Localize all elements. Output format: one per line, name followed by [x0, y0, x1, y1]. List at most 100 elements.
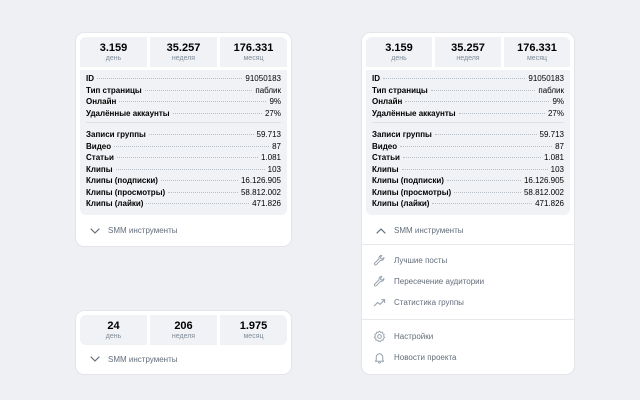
info-value: 58.812.002	[240, 187, 281, 197]
stat-label: месяц	[243, 332, 264, 340]
leader-dots	[400, 145, 553, 147]
stat-value: 1.975	[239, 319, 268, 332]
stat-month: 176.331 месяц	[504, 37, 570, 67]
info-row-videos: Видео 87	[372, 141, 564, 153]
menu-item-group-statistics[interactable]: Статистика группы	[362, 292, 574, 313]
info-row-clips-likes: Клипы (лайки) 471.826	[86, 198, 281, 210]
info-value: 87	[555, 141, 564, 151]
info-value: 9%	[552, 97, 564, 106]
smm-tools-label: SMM инструменты	[108, 354, 178, 364]
info-key: Клипы (лайки)	[86, 199, 144, 208]
info-key: Тип страницы	[372, 85, 428, 95]
info-separator	[372, 122, 564, 123]
stat-value: 206	[174, 319, 193, 332]
leader-dots	[401, 168, 548, 170]
info-key: Удалённые аккаунты	[372, 108, 456, 118]
info-row-page-type: Тип страницы паблик	[86, 85, 281, 97]
info-row-clips: Клипы 103	[86, 164, 281, 176]
menu-item-label: Пересечение аудитории	[394, 276, 485, 286]
subscribers-growth-stats: 24 день 206 неделя 1.975 месяц	[80, 315, 287, 345]
stat-month: 176.331 месяц	[220, 37, 287, 67]
info-row-online: Онлайн 9%	[86, 96, 281, 108]
info-value: 9%	[269, 97, 281, 106]
info-row-deleted-accounts: Удалённые аккаунты 27%	[86, 108, 281, 120]
bell-icon	[372, 350, 386, 364]
wrench-icon	[372, 253, 386, 267]
menu-item-label: Настройки	[394, 331, 434, 341]
leader-dots	[97, 78, 243, 79]
leader-dots	[458, 112, 545, 114]
info-value: 59.713	[256, 130, 281, 139]
info-value: 59.713	[539, 130, 564, 139]
info-key: Клипы (просмотры)	[86, 187, 166, 197]
info-key: Удалённые аккаунты	[86, 108, 170, 118]
leader-dots	[172, 112, 262, 114]
leader-dots	[146, 203, 250, 204]
wrench-icon	[372, 274, 386, 288]
info-value: 103	[267, 164, 281, 174]
menu-item-label: Статистика группы	[394, 297, 464, 307]
info-separator	[86, 122, 281, 123]
menu-divider	[362, 318, 574, 320]
smm-tools-label: SMM инструменты	[394, 226, 464, 235]
stat-label: месяц	[526, 54, 547, 62]
group-stats-card-small: 24 день 206 неделя 1.975 месяц SMM инстр…	[76, 311, 291, 374]
info-row-page-type: Тип страницы паблик	[372, 85, 564, 97]
leader-dots	[402, 157, 541, 158]
leader-dots	[383, 78, 526, 79]
menu-item-settings[interactable]: Настройки	[362, 326, 574, 347]
subscribers-growth-stats: 3.159 день 35.257 неделя 176.331 месяц	[366, 37, 570, 67]
info-value: 58.812.002	[523, 187, 564, 197]
leader-dots	[405, 101, 550, 102]
info-row-posts: Записи группы 59.713	[372, 129, 564, 141]
info-key: Клипы (просмотры)	[372, 187, 452, 197]
smm-tools-toggle[interactable]: SMM инструменты	[362, 221, 574, 241]
trend-chart-icon	[372, 295, 386, 309]
info-value: 87	[272, 141, 281, 151]
info-key: Онлайн	[86, 97, 117, 106]
info-value: 103	[550, 164, 564, 174]
menu-divider	[362, 243, 574, 245]
group-info-panel: ID 91050183 Тип страницы паблик Онлайн 9% У…	[80, 70, 287, 215]
stat-value: 176.331	[233, 41, 274, 54]
stat-label: неделя	[171, 54, 196, 62]
info-row-videos: Видео 87	[86, 141, 281, 153]
leader-dots	[160, 180, 238, 181]
info-value[interactable]: 91050183	[528, 74, 564, 83]
smm-tools-toggle[interactable]: SMM инструменты	[76, 349, 291, 369]
gear-icon	[372, 329, 386, 343]
info-row-articles: Статьи 1.081	[372, 152, 564, 164]
chevron-up-icon	[374, 226, 388, 236]
info-value: 1.081	[543, 153, 564, 162]
info-row-clips-views: Клипы (просмотры) 58.812.002	[86, 187, 281, 199]
leader-dots	[446, 180, 521, 181]
leader-dots	[430, 89, 536, 91]
leader-dots	[115, 168, 265, 170]
chevron-down-icon	[88, 354, 102, 364]
menu-item-audience-overlap[interactable]: Пересечение аудитории	[362, 271, 574, 292]
info-value[interactable]: 91050183	[245, 74, 281, 83]
menu-item-label: Лучшие посты	[394, 255, 448, 265]
info-key: Записи группы	[372, 130, 432, 139]
stat-month: 1.975 месяц	[220, 315, 287, 345]
info-key: Записи группы	[86, 130, 146, 139]
stat-week: 35.257 неделя	[150, 37, 217, 67]
stat-label: неделя	[171, 332, 196, 340]
stat-week: 206 неделя	[150, 315, 217, 345]
menu-item-project-news[interactable]: Новости проекта	[362, 347, 574, 368]
info-key: Видео	[372, 141, 398, 151]
leader-dots	[148, 134, 254, 135]
smm-tools-toggle[interactable]: SMM инструменты	[76, 221, 291, 241]
stat-value: 176.331	[517, 41, 557, 54]
stat-value: 24	[107, 319, 120, 332]
info-key: Клипы	[372, 164, 399, 174]
info-key: Онлайн	[372, 97, 403, 106]
menu-item-best-posts[interactable]: Лучшие посты	[362, 250, 574, 271]
info-value: паблик	[538, 85, 564, 95]
stat-day: 3.159 день	[366, 37, 432, 67]
info-value: 16.126.905	[240, 176, 281, 185]
leader-dots	[116, 157, 258, 158]
stat-value: 3.159	[99, 41, 128, 54]
info-key: ID	[372, 74, 380, 83]
info-value: 27%	[264, 108, 281, 118]
